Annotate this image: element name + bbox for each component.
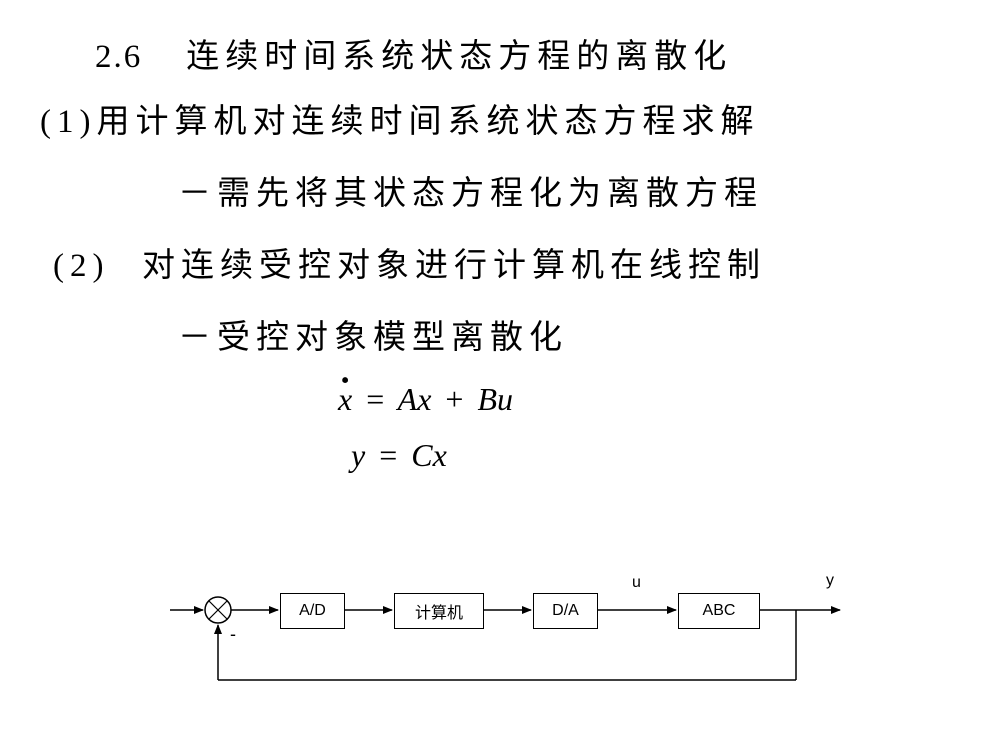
line-3-text: 对连续受控对象进行计算机在线控制 [142, 248, 766, 284]
line-2-text: －需先将其状态方程化为离散方程 [178, 176, 763, 212]
eq1-ax: Ax [398, 381, 432, 417]
plus-icon: + [439, 381, 469, 417]
equation-1: x = Ax + Bu [338, 381, 513, 418]
eq2-cx: Cx [411, 437, 447, 473]
line-2: －需先将其状态方程化为离散方程 [178, 166, 763, 214]
section-number: 2.6 [95, 39, 142, 75]
label-minus: - [230, 624, 236, 645]
section-title: 连续时间系统状态方程的离散化 [186, 39, 732, 75]
line-1-num: (1) [40, 104, 96, 140]
line-1-text: 用计算机对连续时间系统状态方程求解 [96, 104, 759, 140]
eq1-xdot: x [338, 381, 352, 418]
equals-icon: = [360, 381, 390, 417]
eq2-y: y [351, 437, 365, 473]
block-diagram: A/D 计算机 D/A ABC u y - [170, 578, 850, 708]
section-heading: 2.6 连续时间系统状态方程的离散化 [95, 29, 732, 77]
block-da: D/A [533, 593, 598, 629]
label-u: u [632, 574, 641, 592]
line-3: (2) 对连续受控对象进行计算机在线控制 [53, 238, 766, 286]
block-ad: A/D [280, 593, 345, 629]
equation-2: y = Cx [351, 437, 447, 474]
block-computer: 计算机 [394, 593, 484, 629]
equals-icon: = [373, 437, 403, 473]
label-y: y [826, 572, 834, 590]
line-1: (1)用计算机对连续时间系统状态方程求解 [40, 94, 759, 142]
eq1-bu: Bu [477, 381, 513, 417]
block-abc: ABC [678, 593, 760, 629]
line-3-num: (2) [53, 248, 109, 284]
line-4-text: －受控对象模型离散化 [178, 320, 568, 356]
line-4: －受控对象模型离散化 [178, 310, 568, 358]
